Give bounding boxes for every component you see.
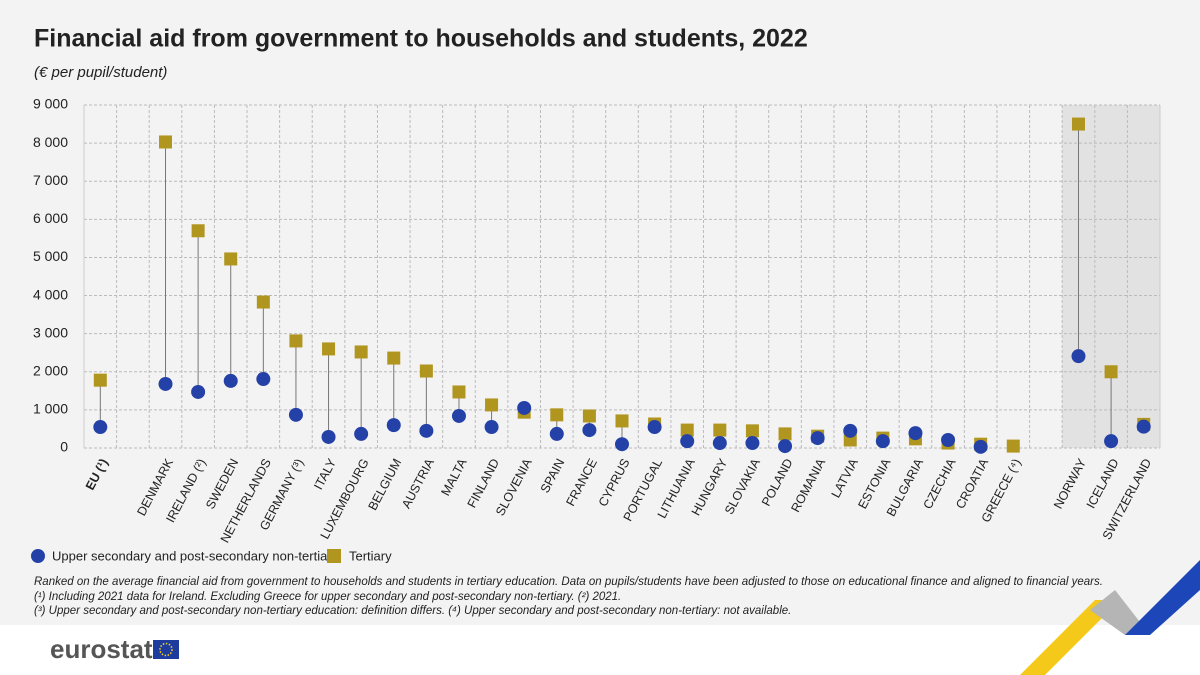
upper-secondary-marker [745, 436, 760, 451]
tertiary-marker [289, 334, 303, 348]
tertiary-marker [1104, 365, 1118, 379]
y-tick-label: 6 000 [33, 210, 68, 226]
tertiary-marker [1006, 439, 1020, 453]
upper-secondary-marker [615, 437, 629, 452]
eu-stars [159, 642, 173, 657]
upper-secondary-marker [288, 407, 303, 422]
upper-secondary-marker [712, 436, 727, 451]
tertiary-marker [322, 342, 336, 356]
upper-secondary-marker [158, 376, 173, 391]
upper-secondary-marker [973, 439, 988, 454]
tertiary-marker [256, 295, 270, 309]
tertiary-marker [745, 424, 759, 438]
upper-secondary-marker [908, 426, 923, 441]
upper-secondary-marker [93, 420, 108, 435]
tertiary-marker [452, 385, 466, 399]
upper-secondary-marker [1136, 419, 1151, 434]
tertiary-marker [159, 135, 173, 149]
upper-secondary-marker [354, 426, 369, 441]
tertiary-marker [191, 224, 205, 238]
footnote: (¹) Including 2021 data for Ireland. Exc… [34, 591, 621, 603]
footnote: Ranked on the average financial aid from… [34, 576, 1103, 588]
chart-subtitle: (€ per pupil/student) [34, 64, 167, 81]
upper-secondary-marker [582, 423, 597, 438]
upper-secondary-marker [451, 408, 466, 423]
y-tick-label: 0 [60, 439, 68, 455]
tertiary-marker [1071, 117, 1085, 131]
upper-secondary-marker [843, 423, 858, 438]
y-tick-label: 5 000 [33, 248, 68, 264]
eu-flag [153, 640, 179, 659]
tertiary-marker [550, 408, 564, 422]
upper-secondary-marker [223, 373, 238, 388]
legend-label: Upper secondary and post-secondary non-t… [52, 548, 339, 563]
legend-marker [31, 549, 45, 563]
upper-secondary-marker [256, 372, 271, 387]
upper-secondary-marker [484, 420, 499, 435]
decor-stripe [1090, 590, 1150, 635]
legend-label: Tertiary [349, 548, 392, 563]
tertiary-marker [713, 423, 727, 437]
y-tick-label: 4 000 [33, 286, 68, 302]
y-tick-label: 3 000 [33, 324, 68, 340]
y-tick-label: 9 000 [33, 96, 68, 112]
tertiary-marker [485, 398, 499, 412]
upper-secondary-marker [321, 429, 336, 444]
upper-secondary-marker [419, 423, 434, 438]
upper-secondary-marker [549, 426, 564, 441]
y-tick-label: 1 000 [33, 401, 68, 417]
background [0, 0, 1200, 625]
legend-marker [327, 549, 341, 563]
upper-secondary-marker [875, 434, 890, 449]
upper-secondary-marker [778, 439, 793, 454]
tertiary-marker [354, 345, 368, 359]
upper-secondary-marker [191, 384, 206, 399]
tertiary-marker [93, 373, 107, 387]
footnote: (³) Upper secondary and post-secondary n… [34, 605, 791, 617]
logo-text: eurostat [50, 634, 153, 664]
upper-secondary-marker [647, 420, 662, 435]
y-tick-label: 8 000 [33, 134, 68, 150]
upper-secondary-marker [1071, 349, 1086, 364]
tertiary-marker [680, 423, 694, 437]
tertiary-marker [224, 252, 238, 266]
y-tick-label: 7 000 [33, 172, 68, 188]
upper-secondary-marker [941, 432, 956, 447]
tertiary-marker [615, 414, 629, 428]
tertiary-marker [419, 364, 433, 378]
decor-stripe [1020, 600, 1120, 675]
chart-title: Financial aid from government to househo… [34, 25, 808, 53]
upper-secondary-marker [517, 400, 532, 415]
tertiary-marker [582, 409, 596, 423]
upper-secondary-marker [1104, 434, 1119, 449]
tertiary-marker [778, 427, 792, 441]
y-tick-label: 2 000 [33, 362, 68, 378]
upper-secondary-marker [810, 431, 825, 446]
tertiary-marker [387, 351, 401, 365]
upper-secondary-marker [680, 434, 695, 449]
upper-secondary-marker [386, 418, 401, 433]
decor-stripe [1125, 560, 1200, 635]
footer-background [0, 625, 1200, 675]
